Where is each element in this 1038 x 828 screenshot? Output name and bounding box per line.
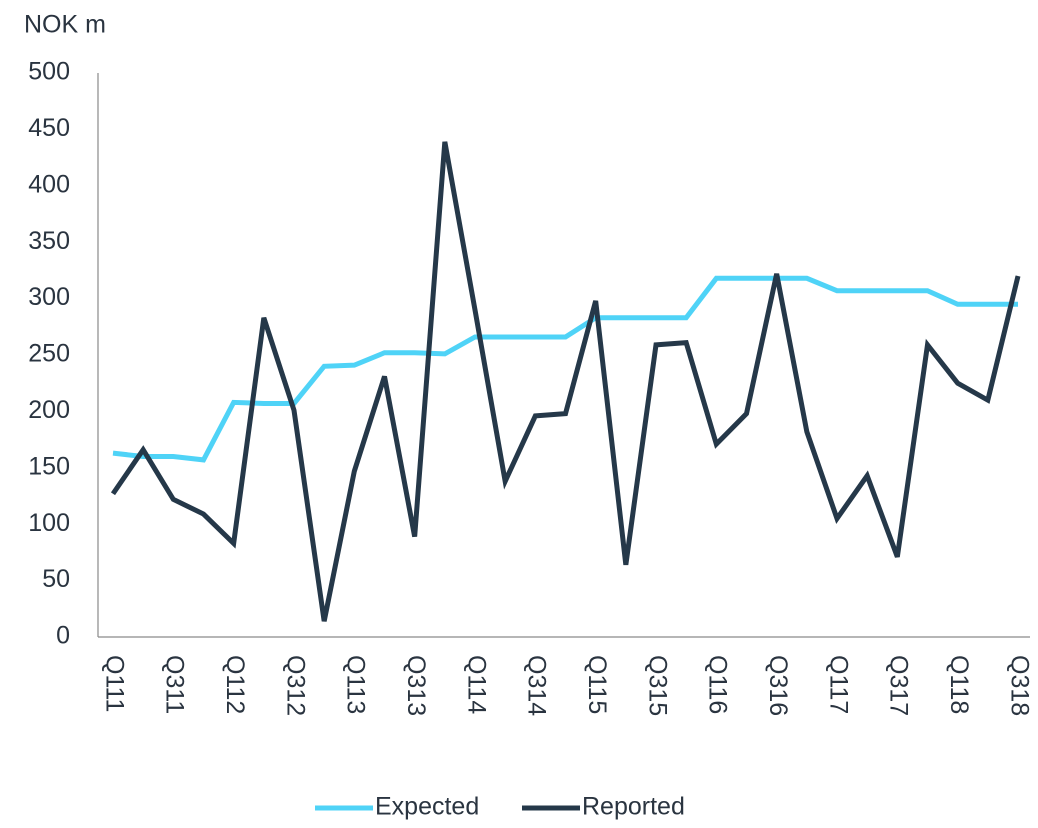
x-tick-label: Q315 [643,655,671,716]
y-tick-label: 500 [28,58,70,86]
y-tick-label: 250 [28,340,70,368]
y-tick-label: 0 [56,622,70,650]
x-tick-label: Q112 [221,655,249,714]
legend-label: Expected [375,793,479,821]
y-tick-label: 200 [28,396,70,424]
y-tick-label: 150 [28,452,70,480]
y-tick-label: 350 [28,227,70,255]
y-tick-label: 100 [28,509,70,537]
x-tick-label: Q113 [342,655,370,714]
x-tick-label: Q313 [402,655,430,716]
x-tick-label: Q317 [885,655,913,716]
x-tick-label: Q111 [100,655,128,712]
legend-label: Reported [582,793,685,821]
y-tick-label: 300 [28,283,70,311]
x-tick-label: Q316 [764,655,792,716]
x-tick-label: Q114 [462,655,490,714]
x-tick-label: Q118 [945,655,973,714]
line-series [110,141,1021,622]
x-tick-label: Q318 [1005,655,1033,716]
x-tick-label: Q116 [704,655,732,714]
y-tick-label: 50 [42,565,70,593]
x-tick-label: Q312 [281,655,309,716]
x-tick-label: Q115 [583,655,611,714]
x-tick-label: Q311 [161,655,189,714]
x-tick-label: Q117 [824,655,852,714]
x-tick-label: Q314 [523,655,551,716]
y-axis-title: NOK m [24,11,106,39]
y-tick-label: 450 [28,114,70,142]
y-tick-label: 400 [28,170,70,198]
line-series [112,275,1018,463]
